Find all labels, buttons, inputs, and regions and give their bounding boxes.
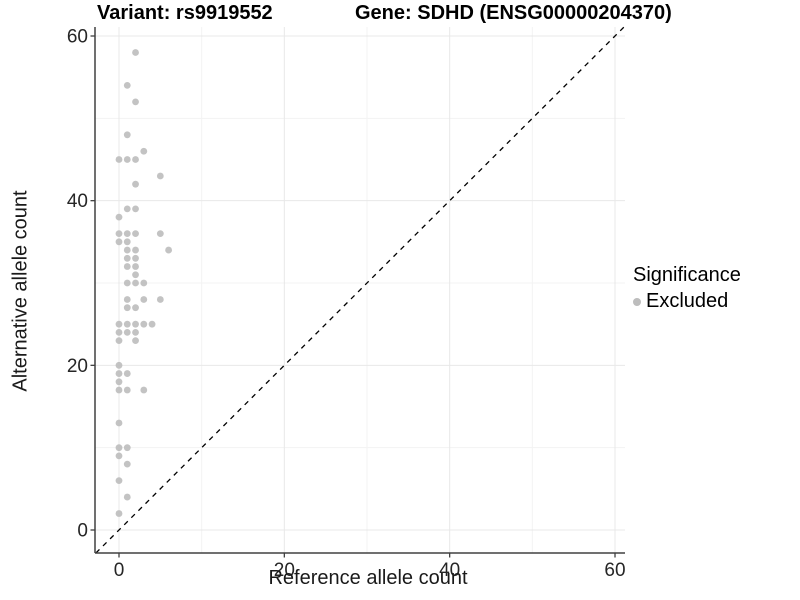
data-point bbox=[123, 230, 131, 238]
data-point bbox=[123, 329, 131, 336]
data-point bbox=[115, 320, 123, 328]
data-point bbox=[123, 444, 131, 452]
grid-major bbox=[95, 27, 625, 553]
data-point bbox=[132, 320, 139, 328]
data-point bbox=[132, 279, 139, 287]
data-point bbox=[123, 156, 131, 163]
data-point bbox=[123, 131, 131, 139]
x-axis-title: Reference allele count bbox=[268, 567, 468, 589]
data-point bbox=[123, 279, 131, 287]
data-point bbox=[123, 82, 131, 89]
data-point bbox=[140, 320, 148, 328]
data-point bbox=[165, 246, 173, 254]
data-point bbox=[123, 320, 131, 328]
x-tick-label: 60 bbox=[604, 560, 625, 581]
x-tick-label: 0 bbox=[114, 560, 125, 581]
axis-ticks bbox=[90, 35, 616, 558]
data-point bbox=[123, 370, 131, 377]
data-point bbox=[132, 254, 139, 262]
data-point bbox=[123, 493, 131, 501]
data-point bbox=[132, 180, 139, 188]
data-point bbox=[115, 444, 123, 452]
data-point bbox=[123, 238, 131, 246]
data-point bbox=[132, 205, 139, 213]
legend-item-excluded: Excluded bbox=[633, 290, 741, 313]
x-tick-label: 20 bbox=[274, 560, 295, 581]
excluded-point-icon bbox=[633, 297, 641, 306]
data-point bbox=[115, 329, 123, 336]
data-point bbox=[132, 329, 139, 336]
data-point bbox=[115, 419, 123, 427]
data-point bbox=[123, 246, 131, 254]
tick-labels: 0 20 40 60 0 20 40 60 bbox=[67, 27, 626, 581]
data-point bbox=[123, 386, 131, 394]
data-point bbox=[132, 246, 139, 254]
legend-item-label: Excluded bbox=[646, 290, 729, 312]
data-point bbox=[115, 230, 123, 238]
data-point bbox=[132, 156, 139, 163]
data-point bbox=[140, 279, 148, 287]
data-point bbox=[115, 510, 123, 517]
data-point bbox=[132, 304, 139, 312]
variant-title: Variant: rs9919552 bbox=[97, 2, 273, 24]
data-point bbox=[115, 238, 123, 246]
data-point bbox=[115, 156, 123, 163]
data-point bbox=[132, 49, 139, 56]
data-point bbox=[115, 361, 123, 369]
data-point bbox=[132, 230, 139, 238]
data-point bbox=[123, 254, 131, 262]
data-point bbox=[115, 337, 123, 345]
data-points-excluded bbox=[115, 49, 173, 517]
data-point bbox=[123, 460, 131, 468]
axis-lines bbox=[94, 27, 625, 554]
data-point bbox=[123, 205, 131, 213]
data-point bbox=[115, 370, 123, 377]
data-point bbox=[156, 230, 164, 238]
data-point bbox=[156, 296, 164, 303]
data-point bbox=[140, 386, 148, 394]
data-point bbox=[132, 98, 139, 106]
y-tick-label: 0 bbox=[77, 521, 88, 542]
data-point bbox=[123, 296, 131, 303]
data-point bbox=[123, 263, 131, 270]
legend-title: Significance bbox=[633, 264, 741, 286]
data-point bbox=[132, 271, 139, 279]
identity-line bbox=[95, 26, 625, 554]
y-tick-label: 20 bbox=[67, 356, 88, 377]
legend: Significance Excluded bbox=[633, 264, 741, 313]
data-point bbox=[132, 337, 139, 345]
data-point bbox=[132, 263, 139, 270]
data-point bbox=[156, 172, 164, 180]
data-point bbox=[115, 213, 123, 221]
gene-title: Gene: SDHD (ENSG00000204370) bbox=[355, 2, 672, 24]
y-tick-label: 40 bbox=[67, 191, 88, 212]
data-point bbox=[140, 296, 148, 303]
x-tick-label: 40 bbox=[439, 560, 460, 581]
data-point bbox=[123, 304, 131, 312]
data-point bbox=[115, 452, 123, 460]
y-axis-title: Alternative allele count bbox=[9, 190, 32, 392]
grid-minor bbox=[95, 27, 625, 553]
data-point bbox=[140, 147, 148, 155]
data-point bbox=[115, 378, 123, 386]
data-point bbox=[148, 320, 156, 328]
data-point bbox=[115, 386, 123, 394]
y-tick-label: 60 bbox=[67, 27, 88, 48]
data-point bbox=[115, 477, 123, 485]
